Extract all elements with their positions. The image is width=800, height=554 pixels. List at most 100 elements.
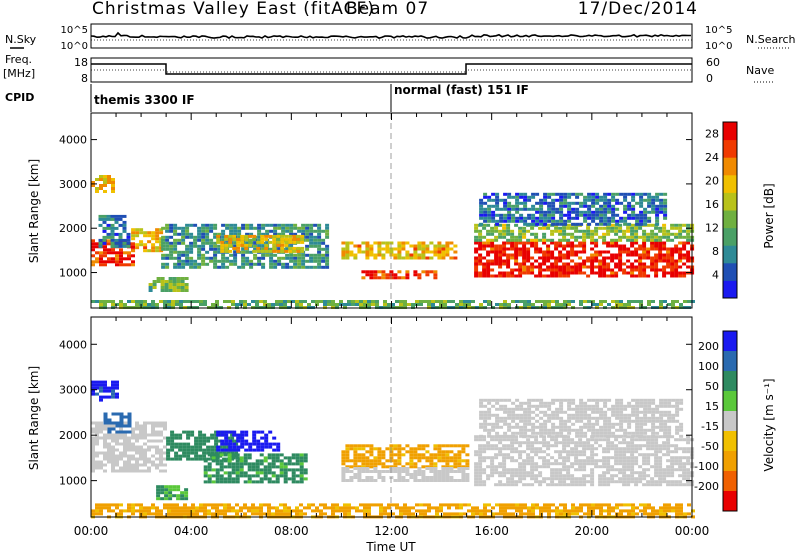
velocity-echo-cell bbox=[377, 470, 382, 473]
power-echo-cell bbox=[555, 303, 559, 306]
velocity-echo-cell bbox=[578, 483, 583, 487]
power-echo-cell bbox=[193, 262, 198, 266]
power-echo-cell bbox=[243, 303, 247, 306]
velocity-echo-cell bbox=[459, 512, 463, 516]
power-echo-cell bbox=[523, 198, 528, 202]
power-echo-cell bbox=[658, 244, 663, 248]
velocity-echo-cell bbox=[389, 444, 394, 448]
power-echo-cell bbox=[313, 238, 318, 242]
power-echo-cell bbox=[495, 201, 500, 205]
velocity-echo-cell bbox=[478, 438, 483, 442]
velocity-echo-cell bbox=[211, 506, 215, 510]
power-echo-cell bbox=[559, 210, 564, 214]
velocity-echo-cell bbox=[507, 413, 512, 417]
power-echo-cell bbox=[197, 256, 202, 260]
power-echo-cell bbox=[606, 256, 611, 260]
power-echo-cell bbox=[95, 187, 99, 190]
velocity-echo-cell bbox=[555, 407, 560, 411]
velocity-echo-cell bbox=[347, 509, 351, 513]
velocity-echo-cell bbox=[499, 416, 504, 420]
power-echo-cell bbox=[98, 223, 103, 227]
power-echo-cell bbox=[627, 207, 632, 211]
velocity-echo-cell bbox=[518, 477, 523, 481]
velocity-echo-cell bbox=[523, 410, 528, 414]
power-echo-cell bbox=[550, 232, 555, 236]
power-echo-cell bbox=[490, 259, 495, 263]
velocity-echo-cell bbox=[574, 444, 579, 448]
power-echo-cell bbox=[654, 235, 659, 239]
velocity-echo-cell bbox=[401, 447, 406, 451]
power-echo-cell bbox=[510, 247, 515, 251]
power-echo-cell bbox=[670, 223, 675, 227]
velocity-echo-cell bbox=[295, 453, 300, 457]
velocity-echo-cell bbox=[279, 474, 284, 478]
velocity-echo-cell bbox=[251, 462, 256, 466]
velocity-echo-cell bbox=[578, 459, 583, 463]
velocity-echo-cell bbox=[457, 467, 462, 470]
velocity-echo-cell bbox=[591, 416, 596, 420]
velocity-echo-cell bbox=[227, 465, 232, 469]
velocity-echo-cell bbox=[463, 503, 467, 507]
power-echo-cell bbox=[566, 226, 571, 230]
velocity-echo-cell bbox=[227, 480, 232, 484]
power-echo-cell bbox=[373, 253, 378, 257]
power-echo-cell bbox=[634, 274, 639, 278]
power-echo-cell bbox=[405, 270, 410, 274]
velocity-echo-cell bbox=[103, 506, 107, 510]
velocity-echo-cell bbox=[111, 463, 115, 467]
velocity-echo-cell bbox=[291, 462, 296, 466]
velocity-echo-cell bbox=[151, 427, 155, 431]
power-echo-cell bbox=[678, 226, 683, 230]
velocity-echo-cell bbox=[353, 465, 358, 469]
velocity-echo-cell bbox=[607, 425, 612, 429]
power-echo-cell bbox=[503, 201, 508, 205]
power-echo-cell bbox=[209, 226, 214, 230]
power-echo-cell bbox=[666, 271, 671, 275]
velocity-echo-cell bbox=[474, 483, 479, 487]
velocity-echo-cell bbox=[268, 430, 273, 434]
power-echo-cell bbox=[558, 253, 563, 257]
velocity-echo-cell bbox=[263, 503, 267, 507]
velocity-echo-cell bbox=[618, 462, 623, 466]
velocity-echo-cell bbox=[670, 483, 675, 487]
power-echo-cell bbox=[491, 204, 496, 208]
power-echo-cell bbox=[555, 207, 560, 211]
power-echo-cell bbox=[221, 256, 226, 260]
velocity-echo-cell bbox=[582, 453, 587, 457]
power-echo-cell bbox=[221, 262, 226, 266]
velocity-echo-cell bbox=[603, 419, 608, 423]
velocity-echo-cell bbox=[670, 456, 675, 460]
velocity-echo-cell bbox=[235, 512, 239, 516]
power-echo-cell bbox=[268, 234, 273, 238]
velocity-echo-cell bbox=[111, 509, 115, 513]
velocity-echo-cell bbox=[670, 480, 675, 484]
velocity-echo-cell bbox=[419, 512, 423, 516]
velocity-echo-cell bbox=[642, 456, 647, 460]
power-echo-cell bbox=[335, 303, 339, 306]
power-echo-cell bbox=[626, 235, 631, 239]
velocity-echo-cell bbox=[678, 474, 683, 478]
power-echo-cell bbox=[309, 265, 314, 269]
power-echo-cell bbox=[177, 226, 182, 230]
power-echo-cell bbox=[659, 198, 664, 202]
power-echo-cell bbox=[630, 262, 635, 266]
velocity-echo-cell bbox=[131, 506, 135, 510]
power-echo-cell bbox=[571, 210, 576, 214]
velocity-echo-cell bbox=[554, 474, 559, 478]
power-echo-cell bbox=[261, 256, 266, 260]
power-echo-cell bbox=[499, 219, 504, 223]
velocity-echo-cell bbox=[510, 477, 515, 481]
power-echo-cell bbox=[631, 300, 635, 303]
power-echo-cell bbox=[233, 253, 238, 257]
velocity-echo-cell bbox=[595, 416, 600, 420]
velocity-echo-cell bbox=[401, 467, 406, 470]
power-echo-cell bbox=[674, 247, 679, 251]
power-echo-cell bbox=[511, 204, 516, 208]
velocity-echo-cell bbox=[574, 447, 579, 451]
velocity-echo-cell bbox=[437, 453, 442, 457]
power-echo-cell bbox=[567, 219, 572, 223]
velocity-echo-cell bbox=[178, 442, 183, 446]
velocity-echo-cell bbox=[678, 480, 683, 484]
velocity-echo-cell bbox=[638, 474, 643, 478]
velocity-echo-cell bbox=[667, 431, 672, 435]
